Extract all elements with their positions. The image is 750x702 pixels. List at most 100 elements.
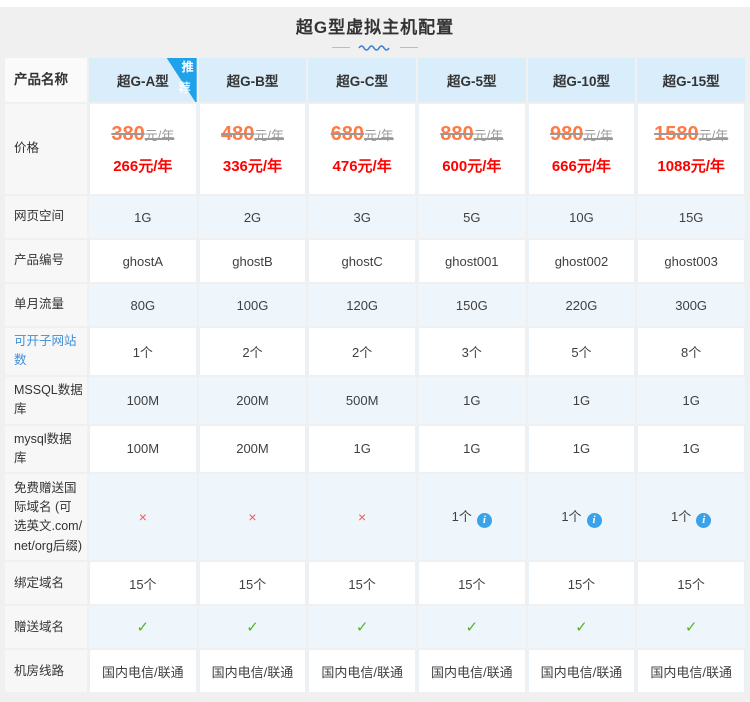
- table-row-mysql: mysql数据库 100M 200M 1G 1G 1G 1G: [5, 425, 745, 473]
- page-title: 超G型虚拟主机配置: [295, 18, 455, 37]
- cell: 1G: [637, 425, 745, 473]
- cell: 1G: [527, 425, 636, 473]
- price-cell: 680元/年 476元/年: [308, 104, 416, 194]
- row-label-subsites[interactable]: 可开子网站数: [5, 328, 87, 375]
- cell: 1G: [308, 425, 416, 473]
- plan-label: 超G-A型: [116, 74, 169, 89]
- recommended-ribbon: 推 荐: [166, 58, 197, 102]
- old-price: 980元/年: [549, 123, 613, 145]
- cell: ghostB: [198, 240, 307, 282]
- cell: 1G: [637, 376, 745, 424]
- cell-check: ✓: [637, 606, 745, 649]
- cell: 1个: [89, 328, 197, 375]
- table-row-bind-domain: 绑定域名 15个 15个 15个 15个 15个 15个: [5, 562, 745, 605]
- wave-icon: [358, 45, 390, 51]
- row-label-price: 价格: [5, 104, 87, 194]
- row-label-mssql: MSSQL数据库: [5, 376, 87, 424]
- cell: 5个: [527, 328, 636, 375]
- column-header-product-name: 产品名称: [5, 58, 87, 102]
- cell: 15个: [198, 562, 307, 605]
- cell-check: ✓: [89, 606, 197, 649]
- cell: 1个 i: [417, 474, 526, 561]
- old-price: 1580元/年: [654, 123, 729, 145]
- info-icon[interactable]: i: [476, 513, 492, 529]
- cell: 国内电信/联通: [89, 650, 197, 693]
- price-cell: 380元/年 266元/年: [89, 104, 197, 194]
- dash-right: [400, 46, 418, 48]
- ribbon-text: 荐: [178, 81, 191, 95]
- cell: 15个: [527, 562, 636, 605]
- cell: 15个: [308, 562, 416, 605]
- info-icon[interactable]: i: [696, 513, 712, 529]
- cell: 150G: [417, 284, 526, 326]
- old-price: 380元/年: [111, 123, 175, 145]
- plan-header-5: 超G-5型: [417, 58, 526, 102]
- price-cell: 880元/年 600元/年: [417, 104, 526, 194]
- cell: 国内电信/联通: [417, 650, 526, 693]
- cell: 3G: [308, 196, 416, 238]
- old-price: 480元/年: [220, 123, 284, 145]
- cell: 8个: [637, 328, 745, 375]
- table-row-mssql: MSSQL数据库 100M 200M 500M 1G 1G 1G: [5, 376, 745, 424]
- title-decoration: [0, 43, 750, 51]
- table-row-subsites: 可开子网站数 1个 2个 2个 3个 5个 8个: [5, 328, 745, 375]
- ribbon-text: 推: [181, 60, 194, 74]
- cell: 220G: [527, 284, 636, 326]
- price-cell: 480元/年 336元/年: [198, 104, 307, 194]
- cell: 100M: [89, 425, 197, 473]
- cell: 200M: [198, 425, 307, 473]
- cell-cross: ×: [89, 474, 197, 561]
- row-label-mysql: mysql数据库: [5, 425, 87, 473]
- table-row-free-domain: 免费赠送国际域名 (可选英文.com/net/org后缀) × × × 1个 i …: [5, 474, 745, 561]
- price-cell: 980元/年 666元/年: [527, 104, 636, 194]
- plan-header-15: 超G-15型: [637, 58, 745, 102]
- cell: 国内电信/联通: [308, 650, 416, 693]
- cell: ghost003: [637, 240, 745, 282]
- price-row: 价格 380元/年 266元/年 480元/年 336元/年 680元/年 47…: [5, 104, 745, 194]
- cell: 2个: [198, 328, 307, 375]
- cell: 国内电信/联通: [198, 650, 307, 693]
- cell-cross: ×: [308, 474, 416, 561]
- cell-check: ✓: [308, 606, 416, 649]
- new-price: 336元/年: [222, 158, 283, 175]
- row-label-free-domain: 免费赠送国际域名 (可选英文.com/net/org后缀): [5, 474, 87, 561]
- row-label-datacenter: 机房线路: [5, 650, 87, 693]
- info-icon[interactable]: i: [586, 513, 602, 529]
- table-header-row: 产品名称 超G-A型 推 荐 超G-B型 超G-C型 超G-5型 超G-10型 …: [5, 58, 745, 102]
- cell: 100M: [89, 376, 197, 424]
- plan-header-b: 超G-B型: [198, 58, 307, 102]
- table-row-traffic: 单月流量 80G 100G 120G 150G 220G 300G: [5, 284, 745, 326]
- row-label-gift-domain: 赠送域名: [5, 606, 87, 649]
- cell: 5G: [417, 196, 526, 238]
- cell: 1G: [417, 376, 526, 424]
- top-strip: [0, 0, 750, 7]
- cell: ghost002: [527, 240, 636, 282]
- ribbon-corner-icon: [166, 58, 197, 102]
- cell: 15G: [637, 196, 745, 238]
- cell-check: ✓: [527, 606, 636, 649]
- new-price: 266元/年: [113, 158, 173, 175]
- cell: ghost001: [417, 240, 526, 282]
- plan-header-a: 超G-A型 推 荐: [89, 58, 197, 102]
- cell: 3个: [417, 328, 526, 375]
- plan-header-10: 超G-10型: [527, 58, 636, 102]
- old-price: 880元/年: [440, 123, 504, 145]
- row-label-bind-domain: 绑定域名: [5, 562, 87, 605]
- cell: ghostC: [308, 240, 416, 282]
- table-row-web-space: 网页空间 1G 2G 3G 5G 10G 15G: [5, 196, 745, 238]
- cell: 1G: [527, 376, 636, 424]
- cell: 1个 i: [527, 474, 636, 561]
- price-cell: 1580元/年 1088元/年: [637, 104, 745, 194]
- page-header: 超G型虚拟主机配置: [0, 7, 750, 56]
- cell: ghostA: [89, 240, 197, 282]
- cell: 80G: [89, 284, 197, 326]
- cell: 2G: [198, 196, 307, 238]
- cell: 1G: [417, 425, 526, 473]
- cell: 200M: [198, 376, 307, 424]
- cell-check: ✓: [417, 606, 526, 649]
- table-row-gift-domain: 赠送域名 ✓ ✓ ✓ ✓ ✓ ✓: [5, 606, 745, 649]
- cell: 15个: [637, 562, 745, 605]
- new-price: 600元/年: [442, 158, 502, 175]
- cell-cross: ×: [198, 474, 307, 561]
- pricing-table: 产品名称 超G-A型 推 荐 超G-B型 超G-C型 超G-5型 超G-10型 …: [3, 56, 747, 694]
